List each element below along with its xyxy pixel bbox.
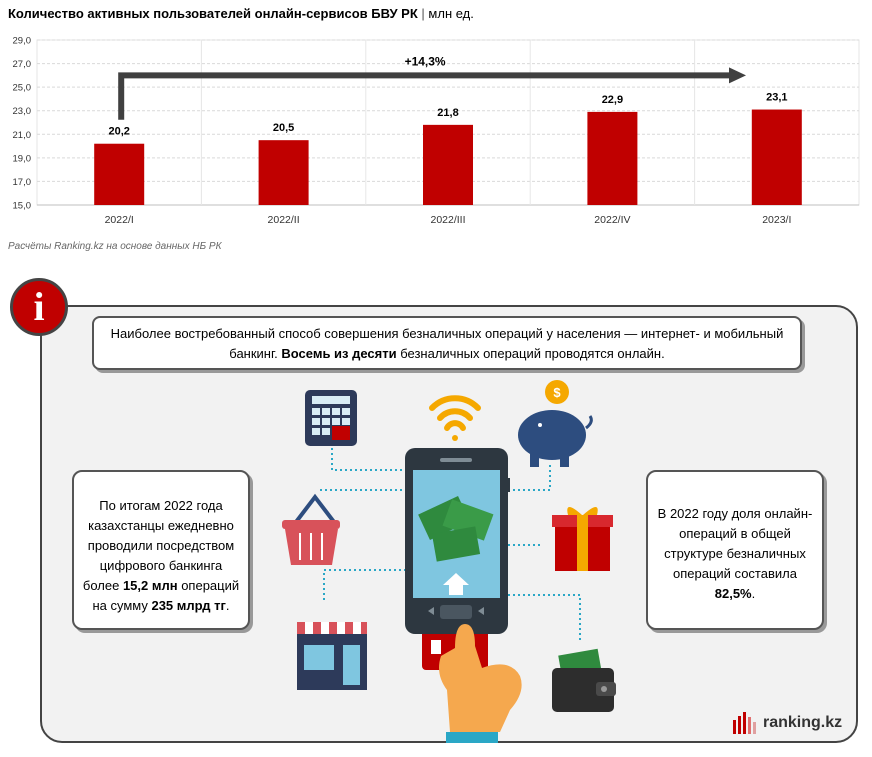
share-value: 82,5%: [714, 586, 752, 601]
daily-sum: 235 млрд тг: [151, 598, 226, 613]
logo-text: ranking.kz: [763, 714, 843, 731]
logo-bars-icon: [733, 712, 756, 734]
money-icon: [418, 496, 494, 562]
headline-text-1: Наиболее востребованный способ совершени…: [110, 326, 784, 361]
daily-operations-box: По итогам 2022 года казахстанцы ежедневн…: [72, 470, 250, 630]
y-tick-label: 27,0: [13, 59, 32, 70]
x-tick-label: 2022/IV: [594, 214, 630, 226]
y-tick-label: 23,0: [13, 106, 32, 117]
info-icon: i: [10, 278, 68, 336]
source-note: Расчёты Ranking.kz на основе данных НБ Р…: [8, 241, 222, 252]
y-tick-label: 15,0: [13, 201, 32, 212]
chart-title: Количество активных пользователей онлайн…: [8, 6, 474, 21]
ranking-logo: ranking.kz: [733, 712, 842, 734]
daily-text-1: По итогам 2022 года казахстанцы ежедневн…: [82, 498, 235, 593]
headline-box: Наиболее востребованный способ совершени…: [92, 316, 802, 370]
y-tick-label: 25,0: [13, 83, 32, 94]
calculator-icon: [305, 390, 357, 446]
bar: [587, 111, 638, 205]
upload-arrow-icon: [443, 573, 469, 595]
data-label: 22,9: [602, 94, 623, 106]
x-tick-label: 2022/II: [268, 214, 300, 226]
bar-chart: 15,0 17,0 19,0 21,0 23,0 25,0 27,0 29,0 20,2 2022…: [13, 36, 860, 226]
share-text-1: В 2022 году доля онлайн-операций в общей…: [657, 506, 813, 581]
online-share-box: В 2022 году доля онлайн-операций в общей…: [646, 470, 824, 630]
share-text-2: .: [751, 586, 756, 601]
shop-icon: [297, 622, 367, 690]
y-tick-label: 29,0: [13, 36, 32, 47]
chart-unit: млн ед.: [428, 6, 474, 21]
chart-title-text: Количество активных пользователей онлайн…: [8, 6, 418, 21]
title-separator: |: [421, 6, 425, 21]
y-tick-label: 19,0: [13, 153, 32, 164]
bar: [423, 124, 473, 205]
x-tick-label: 2022/III: [430, 214, 465, 226]
smartphone-icon: [405, 448, 510, 634]
headline-bold: Восемь из десяти: [281, 346, 397, 361]
x-tick-label: 2022/I: [105, 214, 134, 226]
data-label: 21,8: [437, 107, 458, 119]
data-label: 20,2: [108, 126, 129, 138]
x-tick-label: 2023/I: [762, 214, 791, 226]
piggy-bank-icon: $: [518, 380, 593, 467]
hand-icon: [439, 624, 522, 743]
bar: [258, 140, 309, 205]
data-label: 23,1: [766, 92, 787, 104]
y-tick-label: 17,0: [13, 177, 32, 188]
growth-arrow: [118, 72, 729, 120]
coin-symbol: $: [553, 385, 561, 400]
gift-box-icon: [552, 507, 613, 571]
wallet-icon: [552, 648, 616, 712]
data-label: 20,5: [273, 122, 294, 134]
daily-text-2: операций на сумму: [92, 578, 240, 613]
y-tick-label: 21,0: [13, 130, 32, 141]
shopping-basket-icon: [282, 493, 340, 565]
bar: [751, 109, 802, 205]
daily-text-3: .: [225, 598, 230, 613]
wifi-icon: [429, 395, 481, 441]
growth-arrowhead: [729, 67, 746, 84]
growth-label: +14,3%: [405, 54, 446, 68]
daily-count: 15,2 млн: [122, 578, 178, 593]
headline-text-2: безналичных операций проводятся онлайн.: [396, 346, 665, 361]
bar: [94, 143, 145, 205]
